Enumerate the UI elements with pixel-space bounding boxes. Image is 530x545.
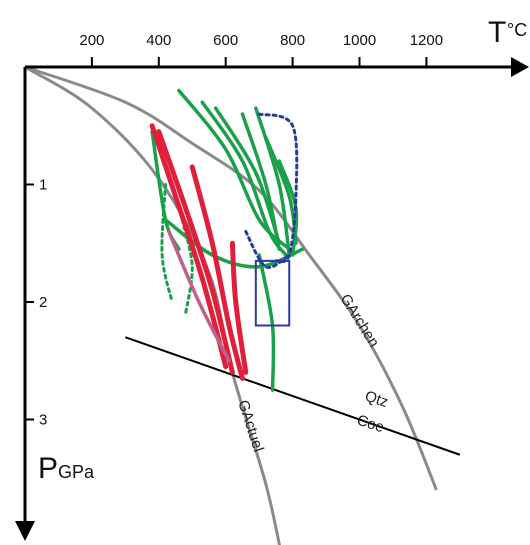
pt-path-14 [156, 129, 235, 375]
axes [15, 57, 529, 541]
y-axis-arrow-icon [15, 521, 35, 541]
pt-path-10 [257, 253, 276, 392]
y-axis-unit: GPa [58, 462, 95, 482]
y-tick-label-3: 3 [39, 412, 47, 429]
pt-paths [149, 88, 305, 392]
y-tick-label-1: 1 [39, 177, 47, 194]
y-axis-symbol: P [38, 452, 58, 485]
pt-path-11 [160, 183, 174, 304]
x-tick-label-800: 800 [280, 32, 305, 49]
curve-label-garchen: GArchen [337, 291, 383, 350]
x-tick-label-600: 600 [213, 32, 238, 49]
ticks: 200 400 600 800 1000 1200 1 2 3 [25, 32, 443, 429]
x-axis-unit: °C [507, 20, 527, 40]
curve-label-gactuel: GActuel [234, 398, 267, 454]
pt-path-19 [244, 230, 291, 269]
x-axis-arrow-icon [511, 57, 529, 77]
pt-path-16 [229, 240, 249, 375]
phase-boundary [125, 336, 461, 456]
pt-box-1 [254, 259, 291, 327]
pt-path-13 [149, 123, 229, 370]
pt-path-5 [254, 106, 292, 257]
pt-path-1 [177, 88, 292, 251]
x-tick-label-1000: 1000 [343, 32, 376, 49]
pt-path-4 [240, 112, 281, 251]
y-tick-label-2: 2 [39, 294, 47, 311]
qtz-coe-boundary-line [125, 336, 461, 456]
boundary-label-qtz: Qtz [363, 388, 390, 411]
pt-path-15 [189, 164, 245, 381]
x-tick-label-200: 200 [79, 32, 104, 49]
pt-boxes [254, 259, 291, 327]
x-tick-label-1200: 1200 [410, 32, 443, 49]
x-axis-symbol: T [488, 16, 506, 49]
x-tick-label-400: 400 [146, 32, 171, 49]
boundary-label-coe: Coe [355, 412, 386, 437]
pt-path-17 [167, 229, 231, 363]
